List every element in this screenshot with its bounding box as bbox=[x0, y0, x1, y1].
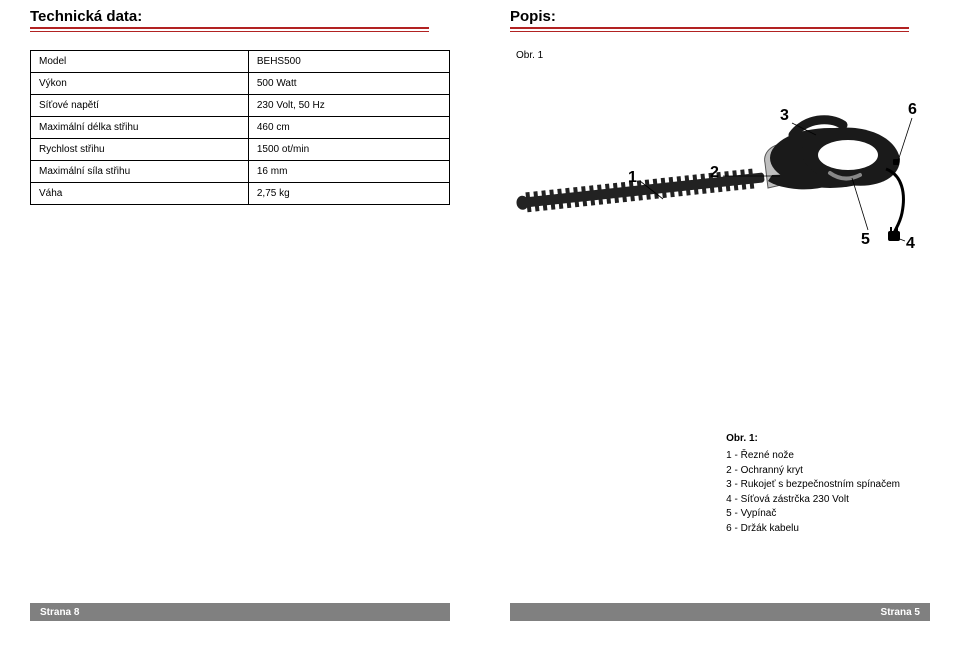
right-page: Popis: Obr. 1 bbox=[480, 0, 960, 646]
diagram-area: 1 2 3 4 5 6 bbox=[510, 63, 930, 263]
title-underline bbox=[510, 27, 909, 29]
legend-title: Obr. 1: bbox=[726, 432, 900, 447]
figure-label: Obr. 1 bbox=[510, 50, 930, 61]
table-row: Výkon500 Watt bbox=[31, 73, 450, 95]
left-title: Technická data: bbox=[30, 8, 450, 25]
left-page: Technická data: ModelBEHS500 Výkon500 Wa… bbox=[0, 0, 480, 646]
legend-item: 4 - Síťová zástrčka 230 Volt bbox=[726, 493, 900, 508]
document-spread: Technická data: ModelBEHS500 Výkon500 Wa… bbox=[0, 0, 960, 646]
callout-2: 2 bbox=[710, 164, 719, 182]
title-underline-thin bbox=[30, 31, 429, 32]
title-underline-thin bbox=[510, 31, 909, 32]
callout-6: 6 bbox=[908, 101, 917, 119]
table-row: Maximální délka střihu460 cm bbox=[31, 117, 450, 139]
legend: Obr. 1: 1 - Řezné nože 2 - Ochranný kryt… bbox=[726, 432, 900, 537]
cell: 1500 ot/min bbox=[248, 139, 449, 161]
cell: Maximální síla střihu bbox=[31, 161, 249, 183]
table-row: Maximální síla střihu16 mm bbox=[31, 161, 450, 183]
table-row: Rychlost střihu1500 ot/min bbox=[31, 139, 450, 161]
right-footer: Strana 5 bbox=[510, 603, 930, 621]
cell: Model bbox=[31, 51, 249, 73]
callout-4: 4 bbox=[906, 235, 915, 253]
cell: 16 mm bbox=[248, 161, 449, 183]
cell: Výkon bbox=[31, 73, 249, 95]
cell: 2,75 kg bbox=[248, 183, 449, 205]
callout-3: 3 bbox=[780, 107, 789, 125]
legend-item: 6 - Držák kabelu bbox=[726, 522, 900, 537]
callout-5: 5 bbox=[861, 231, 870, 249]
right-title: Popis: bbox=[510, 8, 930, 25]
legend-item: 1 - Řezné nože bbox=[726, 449, 900, 464]
specs-table: ModelBEHS500 Výkon500 Watt Síťové napětí… bbox=[30, 50, 450, 205]
legend-item: 2 - Ochranný kryt bbox=[726, 464, 900, 479]
legend-item: 3 - Rukojeť s bezpečnostním spínačem bbox=[726, 478, 900, 493]
right-footer-text: Strana 5 bbox=[881, 607, 930, 618]
table-row: ModelBEHS500 bbox=[31, 51, 450, 73]
left-footer: Strana 8 bbox=[30, 603, 450, 621]
cell: Maximální délka střihu bbox=[31, 117, 249, 139]
left-footer-text: Strana 8 bbox=[30, 607, 79, 618]
legend-item: 5 - Vypínač bbox=[726, 507, 900, 522]
cell: Síťové napětí bbox=[31, 95, 249, 117]
cell: 500 Watt bbox=[248, 73, 449, 95]
cell: 460 cm bbox=[248, 117, 449, 139]
title-underline bbox=[30, 27, 429, 29]
table-row: Váha2,75 kg bbox=[31, 183, 450, 205]
cell: Rychlost střihu bbox=[31, 139, 249, 161]
cell: BEHS500 bbox=[248, 51, 449, 73]
cell: Váha bbox=[31, 183, 249, 205]
table-row: Síťové napětí230 Volt, 50 Hz bbox=[31, 95, 450, 117]
callout-1: 1 bbox=[628, 169, 637, 187]
cell: 230 Volt, 50 Hz bbox=[248, 95, 449, 117]
